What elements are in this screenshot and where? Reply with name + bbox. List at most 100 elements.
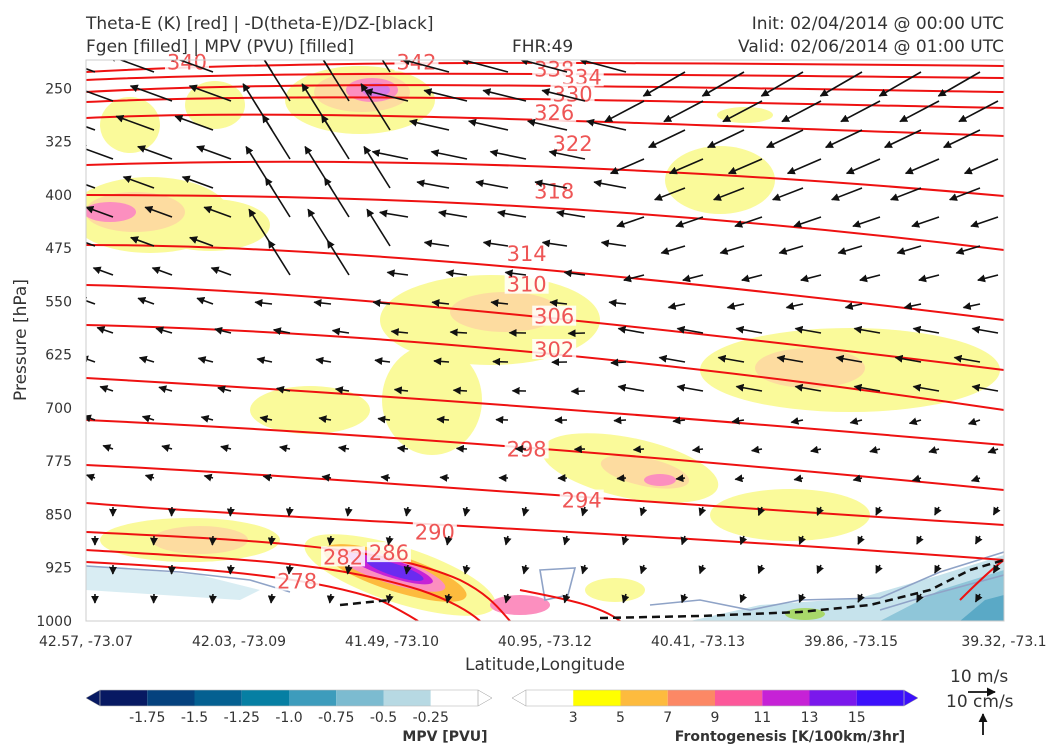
wind-vector [256,356,273,365]
wind-vector [158,385,173,394]
wind-vector [151,266,173,276]
wind-vector [621,593,630,604]
y-tick-label: 700 [45,401,72,417]
wind-vector [326,535,335,546]
wind-vector [853,383,881,392]
mpv-tick-label: -0.25 [413,710,449,726]
wind-vector [680,535,689,546]
wind-vector [267,535,276,546]
wind-vector [794,383,822,392]
wind-vector [264,177,291,218]
wind-vector [99,385,114,393]
fgen-tick-label: 15 [848,710,866,726]
wind-vector [86,241,96,247]
x-tick-label: 40.95, -73.12 [498,634,592,650]
wind-vector [824,129,863,149]
wind-vector [521,564,530,575]
fgen-color-cell [762,690,810,706]
wind-vector [141,414,155,423]
stability-contour [339,598,391,607]
fgen-tick-label: 13 [801,710,819,726]
wind-vector [585,118,627,131]
wind-vector [819,71,863,97]
fgen-patch [152,526,248,554]
wind-vector [423,88,468,102]
theta-e-label: 326 [534,101,574,125]
fgen-tick-label: 5 [616,710,625,726]
theta-e-label: 278 [277,570,317,594]
wind-vector [987,446,999,454]
wind-vector [541,88,586,102]
wind-vector [326,239,350,276]
wind-vector [188,84,232,102]
wind-vector [875,506,883,516]
wind-vector [971,383,999,392]
wind-vector [86,145,114,160]
wind-vector [682,274,704,283]
wind-vector [580,506,589,517]
wind-vector [663,100,704,123]
wind-vector [793,216,822,228]
wind-vector [706,129,745,149]
wind-vector [497,209,527,218]
wind-vector [203,205,232,218]
stability-contour [599,558,1004,620]
wind-vector [849,417,863,426]
wind-vector [86,183,96,189]
mpv-color-cell [430,690,478,706]
wind-vector [771,187,804,201]
y-tick-label: 325 [45,135,72,151]
mpv-color-cell [194,690,242,706]
wind-vector [676,325,704,334]
wind-vector [174,114,214,131]
wind-vector [144,473,155,482]
wind-vector [214,326,232,335]
wind-vector [691,445,704,454]
wind-vector [267,239,291,276]
wind-vector [904,158,940,175]
fgen-patch [100,97,160,153]
wind-vector [840,100,881,123]
fgen-outline [525,689,905,707]
wind-vector [196,145,232,160]
wind-vector [138,355,155,364]
wind-vector [672,416,686,425]
mpv-extend-high [477,689,493,707]
wind-vector [701,71,745,97]
wind-vector [667,302,686,310]
wind-vector [326,593,335,604]
wind-vector [337,444,350,453]
theta-e-contour-314 [86,244,1004,321]
wind-vector [712,187,745,201]
wind-vector [616,474,627,483]
wind-vector [675,216,704,228]
wind-vector [765,129,804,149]
theta-e-contour-298 [86,419,1004,491]
wind-vector [431,298,450,307]
wind-vector [845,158,881,175]
wind-vector [102,444,114,452]
y-tick-label: 775 [45,454,72,470]
wind-vector [835,354,863,363]
wind-vector [460,60,509,73]
wind-vector [86,473,96,482]
wind-vector [86,90,114,102]
wind-vector [267,593,276,604]
fgen-color-cell [620,690,668,706]
fgen-color-cell [856,690,904,706]
x-tick-label: 41.49, -73.10 [345,634,439,650]
wind-vector [307,208,332,247]
fgen-patch [710,489,870,541]
wind-vector [794,325,822,334]
mpv-color-cell [383,690,431,706]
wind-vector [567,329,586,338]
title-left-line1: Theta-E (K) [red] | -D(theta-E)/DZ-[blac… [86,14,434,34]
wind-vector [810,445,822,454]
wind-vector [220,444,232,453]
y-tick-label: 550 [45,294,72,310]
wind-vector [381,60,391,73]
wind-vector [928,446,940,454]
fgen-color-cell [809,690,857,706]
y-tick-label: 625 [45,348,72,364]
x-tick-label: 42.03, -73.09 [192,634,286,650]
